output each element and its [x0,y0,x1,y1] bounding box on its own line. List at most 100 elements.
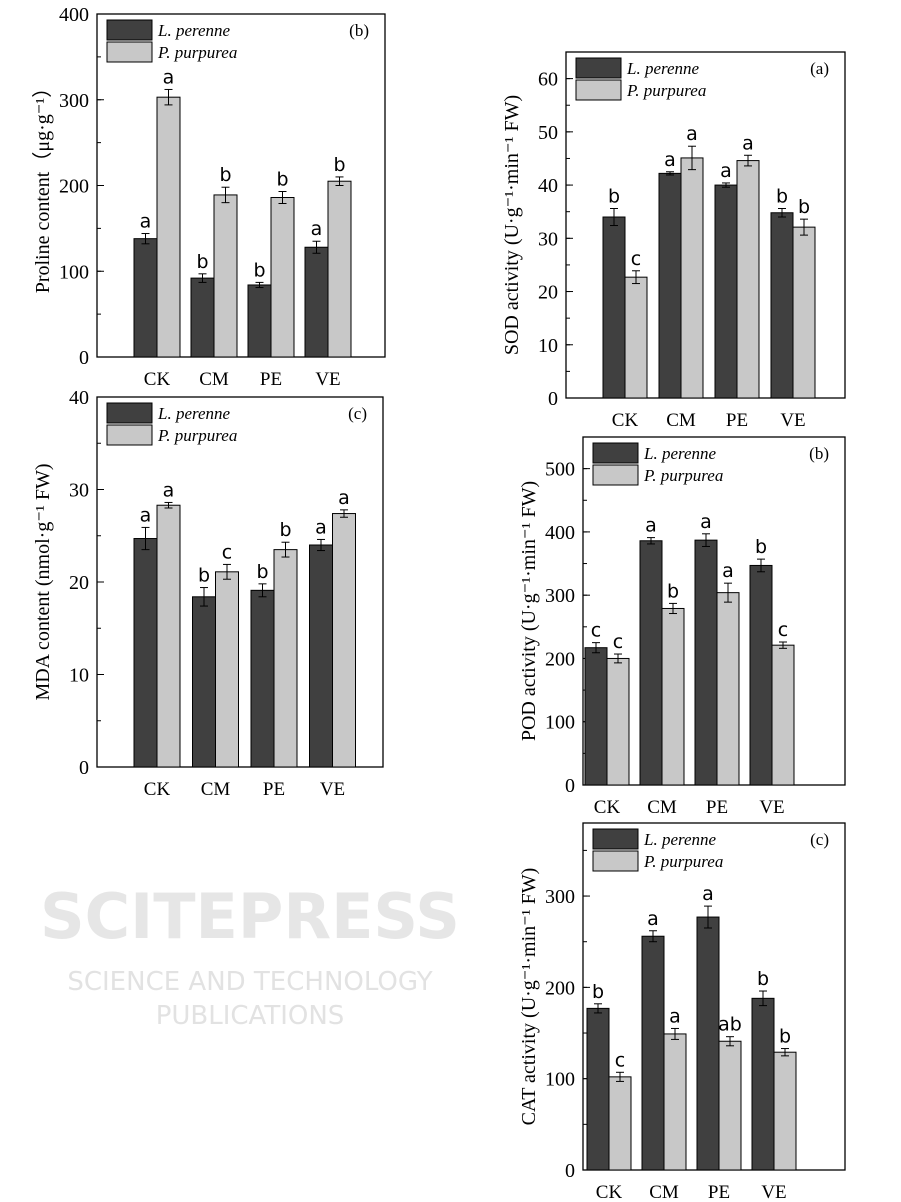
panel-label: (b) [809,444,829,463]
bar-l-perenne [586,1007,610,1171]
y-axis-label: POD activity (U·g⁻¹·min⁻¹ FW) [518,481,540,741]
y-tick-label: 400 [59,4,89,26]
y-tick-label: 30 [538,228,558,250]
significance-letter: c [591,620,601,642]
significance-letter: c [631,248,641,270]
significance-letter: b [798,196,810,218]
significance-letter: b [198,565,210,587]
bar-l-perenne [639,540,663,786]
legend-label: P. purpurea [643,852,723,871]
significance-letter: b [592,981,604,1003]
y-tick-label: 500 [545,459,575,481]
chart-0: 0 100 200 300 400 Proline content（μg·g⁻¹） (b) C… [31,4,386,390]
x-tick-label: VE [761,1182,786,1202]
x-tick-label: CK [144,779,171,800]
x-tick-label: CK [594,797,621,818]
significance-letter: c [778,619,788,641]
significance-letter: a [311,218,323,240]
y-tick-label: 200 [545,648,575,670]
significance-letter: b [253,259,265,281]
bar-p-purpurea [213,194,238,358]
bar-p-purpurea [270,197,295,358]
bar-p-purpurea [608,1076,632,1171]
bar-l-perenne [192,596,216,768]
bar-p-purpurea [606,657,630,786]
y-tick-label: 0 [565,1160,575,1182]
x-tick-label: CM [199,369,229,390]
bar-p-purpurea [718,1040,742,1171]
legend-swatch-p-purpurea [592,464,639,486]
bar-l-perenne [133,238,158,358]
bar-p-purpurea [792,226,816,399]
x-tick-label: PE [263,779,285,800]
bar-l-perenne [133,538,158,768]
legend-swatch-l-perenne [592,442,639,464]
x-tick-label: PE [726,410,748,431]
significance-letter: c [613,631,623,653]
y-axis-label: SOD activity (U·g⁻¹·min⁻¹ FW) [501,95,523,355]
significance-letter: b [333,154,345,176]
panel-label: (b) [349,21,369,40]
significance-letter: a [702,883,714,905]
bar-l-perenne [641,935,665,1171]
y-tick-label: 200 [545,977,575,999]
y-tick-label: 300 [545,886,575,908]
significance-letter: b [196,251,208,273]
bar-p-purpurea [716,592,740,786]
chart-2: 0 10 20 30 40 MDA content (nmol·g⁻¹ FW) (c) CK a… [32,387,384,800]
y-tick-label: 10 [538,335,558,357]
panel-label: (a) [810,59,829,78]
y-tick-label: 400 [545,522,575,544]
x-tick-label: CM [647,797,677,818]
y-tick-label: 20 [538,282,558,304]
bar-p-purpurea [680,157,704,399]
bar-p-purpurea [771,644,795,786]
x-tick-label: CK [612,410,639,431]
y-tick-label: 10 [69,665,89,687]
bar-l-perenne [694,539,718,786]
legend-swatch-l-perenne [575,57,622,79]
significance-letter: a [140,211,152,233]
bar-p-purpurea [624,276,648,399]
y-tick-label: 100 [545,1069,575,1091]
legend-label: L. perenne [643,444,717,463]
bar-l-perenne [190,277,215,358]
panel-label: (c) [810,830,829,849]
x-tick-label: VE [780,410,805,431]
significance-letter: a [647,908,659,930]
bar-l-perenne [658,172,682,399]
x-tick-label: PE [708,1182,730,1202]
y-tick-label: 0 [79,347,89,369]
bar-p-purpurea [156,504,181,768]
legend-label: P. purpurea [157,43,237,62]
legend-label: P. purpurea [626,81,706,100]
watermark-subtitle: SCIENCE AND TECHNOLOGY PUBLICATIONS [67,967,433,1031]
x-tick-label: CM [666,410,696,431]
y-tick-label: 60 [538,69,558,91]
significance-letter: c [222,541,232,563]
significance-letter: c [615,1049,625,1071]
y-tick-label: 300 [59,90,89,112]
bar-l-perenne [309,544,333,768]
significance-letter: a [720,160,732,182]
significance-letter: a [645,515,657,537]
watermark-title: SCITEPRESS [40,880,460,953]
y-tick-label: 40 [538,175,558,197]
significance-letter: b [755,536,767,558]
significance-letter: a [722,560,734,582]
significance-letter: ab [718,1014,742,1036]
significance-letter: b [256,561,268,583]
significance-letter: a [140,504,152,526]
legend-label: L. perenne [643,830,717,849]
y-tick-label: 30 [69,480,89,502]
bar-p-purpurea [215,571,239,768]
significance-letter: b [779,1026,791,1048]
legend-label: L. perenne [157,21,231,40]
significance-letter: a [686,123,698,145]
significance-letter: b [757,968,769,990]
bar-l-perenne [770,212,794,399]
bar-l-perenne [749,564,773,786]
